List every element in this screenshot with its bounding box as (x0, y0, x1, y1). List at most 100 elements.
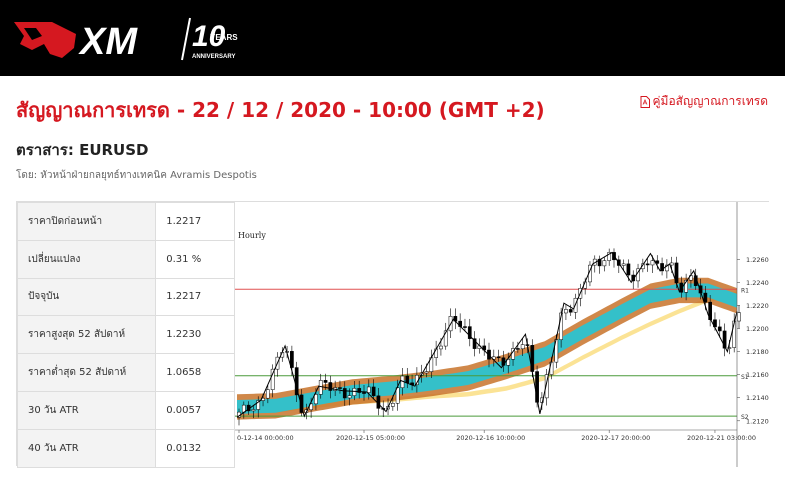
stat-value: 0.0132 (155, 428, 235, 468)
candle-body (405, 375, 410, 384)
candle-body (660, 263, 664, 272)
instrument-heading: ตราสาร: EURUSD (16, 141, 149, 159)
candle-body (559, 312, 563, 340)
stat-label: ปัจจุบัน (16, 277, 157, 317)
table-row: 30 วัน ATR 0.0057 (16, 390, 235, 430)
candle-body (338, 387, 342, 389)
candle-body (564, 309, 568, 314)
stat-value: 1.2230 (155, 315, 235, 355)
level-label-r1: R1 (741, 287, 749, 294)
table-row: เปลี่ยนแปลง 0.31 % (16, 239, 235, 279)
candle-body (665, 264, 669, 272)
stat-label: ราคาสูงสุด 52 สัปดาห์ (16, 315, 157, 355)
stat-label: 30 วัน ATR (16, 390, 157, 430)
candle-body (703, 292, 708, 303)
candle-body (467, 326, 472, 339)
y-tick-label: 1.2120 (746, 417, 769, 425)
table-row: ราคาต่ำสุด 52 สัปดาห์ 1.0658 (16, 353, 235, 392)
candle-body (684, 279, 688, 293)
stat-value: 0.0057 (155, 390, 235, 430)
stat-label: เปลี่ยนแปลง (16, 239, 157, 279)
y-tick-label: 1.2180 (746, 348, 769, 356)
candle-body (366, 386, 371, 393)
level-label-s1: S1 (741, 374, 749, 381)
candle-body (544, 374, 549, 399)
candle-body (597, 258, 602, 267)
stat-label: 40 วัน ATR (16, 428, 157, 468)
stat-value: 1.2217 (155, 202, 235, 241)
price-chart-svg: Hourly R1 S1 S2 1.2260 1.2240 1.2220 1.2200 1.2… (235, 202, 770, 467)
pdf-icon (640, 95, 650, 108)
candle-body (520, 344, 525, 350)
candle-body (621, 263, 626, 266)
stat-value: 1.2217 (155, 277, 235, 317)
candle-body (717, 326, 722, 332)
level-label-s2: S2 (741, 414, 749, 421)
author-byline: โดย: หัวหน้าฝ่ายกลยุทธ์ทางเทคนิค Avramis… (16, 170, 257, 181)
candle-body (607, 252, 612, 261)
candle-body (737, 312, 741, 322)
candle-body (631, 274, 636, 282)
logo-text: XM (78, 21, 138, 63)
x-tick-label: 2020-12-16 10:00:00 (456, 434, 525, 442)
y-tick-label: 1.2160 (746, 371, 769, 379)
candle-body (472, 338, 477, 349)
candle-body (708, 301, 713, 320)
x-tick-label: 2020-12-21 03:00:00 (687, 434, 756, 442)
candle-body (318, 380, 323, 395)
candle-body (602, 260, 607, 267)
candle-body (251, 409, 256, 412)
xm-logo[interactable]: XM 10 YEARS ANNIVERSARY (14, 14, 244, 64)
stats-table: ราคาปิดก่อนหน้า 1.2217 เปลี่ยนแปลง 0.31 % … (16, 202, 235, 468)
candle-body (722, 330, 727, 349)
candle-body (515, 348, 520, 350)
candle-body (506, 359, 511, 366)
candle-body (640, 263, 645, 270)
stat-value: 0.31 % (155, 239, 235, 279)
signal-panel: ราคาปิดก่อนหน้า 1.2217 เปลี่ยนแปลง 0.31 % … (16, 201, 770, 468)
timeframe-label: Hourly (238, 231, 266, 240)
stat-value: 1.0658 (155, 353, 235, 392)
page-title: สัญญาณการเทรด - 22 / 12 / 2020 - 10:00 (… (16, 98, 545, 122)
candle-body (265, 389, 270, 399)
candle-body (424, 371, 429, 374)
candle-body (256, 400, 261, 410)
candle-body (270, 368, 275, 390)
candle-body (314, 394, 318, 405)
x-tick-label: 2020-12-17 20:00:00 (581, 434, 650, 442)
candle-body (328, 382, 333, 391)
trading-signals-guide-link[interactable]: คู่มือสัญญาณการเทรด (640, 92, 769, 111)
candle-body (290, 351, 294, 368)
trading-signals-guide-label: คู่มือสัญญาณการเทรด (652, 94, 769, 108)
anniversary-number: 10 (192, 20, 226, 53)
stat-label: ราคาปิดก่อนหน้า (16, 202, 157, 241)
table-row: 40 วัน ATR 0.0132 (16, 428, 235, 468)
candle-body (347, 395, 352, 399)
bull-icon (14, 22, 76, 58)
candle-body (463, 326, 467, 328)
candle-body (362, 392, 366, 394)
candle-body (323, 380, 328, 383)
candle-body (357, 388, 362, 393)
anniversary-label: ANNIVERSARY (192, 54, 235, 60)
candle-body (371, 386, 376, 397)
candle-body (650, 260, 655, 266)
site-header: XM 10 YEARS ANNIVERSARY (0, 0, 785, 76)
candle-body (626, 263, 631, 276)
x-tick-label: 2020-12-15 05:00:00 (336, 434, 405, 442)
candle-body (342, 388, 347, 399)
candle-body (390, 403, 395, 407)
stat-label: ราคาต่ำสุด 52 สัปดาห์ (16, 353, 157, 392)
candle-body (395, 387, 400, 404)
candle-body (439, 345, 443, 350)
middle-band (237, 283, 737, 414)
price-chart: Hourly R1 S1 S2 1.2260 1.2240 1.2220 1.2200 1.2… (235, 202, 770, 467)
candle-body (352, 388, 357, 396)
candle-body (645, 263, 650, 266)
table-row: ราคาปิดก่อนหน้า 1.2217 (16, 202, 235, 241)
table-row: ปัจจุบัน 1.2217 (16, 277, 235, 317)
y-tick-label: 1.2240 (746, 279, 769, 287)
x-tick-label: 0-12-14 00:00:00 (237, 434, 294, 442)
candle-body (679, 282, 684, 293)
y-tick-label: 1.2200 (746, 325, 769, 333)
